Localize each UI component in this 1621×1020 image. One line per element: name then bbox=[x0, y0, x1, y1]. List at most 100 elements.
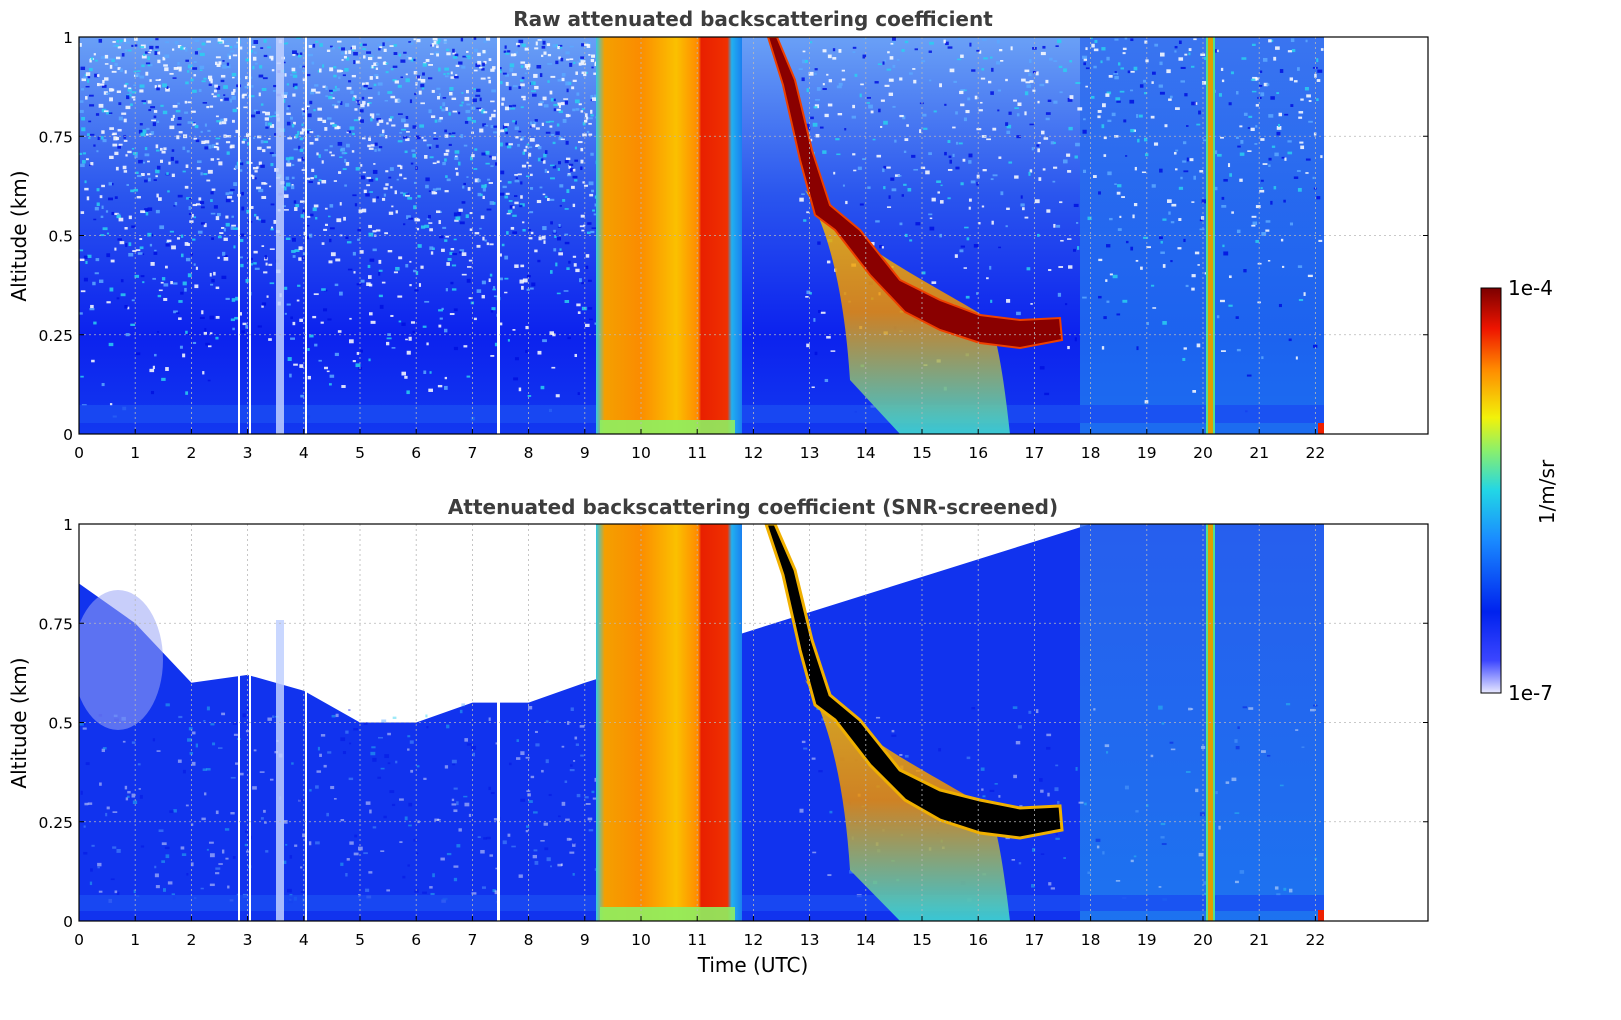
noise-pixel bbox=[567, 721, 570, 725]
panel1-x-axis: 0 1 2 3 4 5 6 7 8 9 10 11 12 13 14 15 16 17 18 19 20 21 22 bbox=[74, 429, 1325, 462]
noise-pixel bbox=[1239, 178, 1243, 182]
noise-pixel bbox=[455, 74, 458, 76]
x-tick-label: 7 bbox=[467, 931, 477, 949]
noise-pixel bbox=[957, 37, 961, 40]
noise-pixel bbox=[426, 342, 429, 346]
noise-pixel bbox=[91, 844, 95, 847]
noise-pixel bbox=[467, 266, 472, 268]
noise-pixel bbox=[424, 155, 428, 159]
noise-pixel bbox=[263, 809, 266, 813]
noise-pixel bbox=[139, 89, 144, 93]
noise-pixel bbox=[394, 80, 399, 84]
noise-pixel bbox=[136, 174, 142, 178]
noise-pixel bbox=[315, 216, 318, 220]
noise-pixel bbox=[963, 117, 967, 122]
noise-pixel bbox=[1096, 845, 1100, 849]
noise-pixel bbox=[939, 83, 942, 88]
noise-pixel bbox=[406, 390, 410, 395]
noise-pixel bbox=[312, 43, 316, 48]
noise-pixel bbox=[245, 133, 250, 138]
noise-pixel bbox=[1037, 142, 1041, 144]
noise-pixel bbox=[367, 103, 370, 107]
noise-pixel bbox=[353, 95, 357, 99]
noise-pixel bbox=[195, 139, 200, 143]
noise-pixel bbox=[986, 277, 989, 280]
noise-pixel bbox=[1097, 115, 1101, 119]
noise-pixel bbox=[818, 310, 821, 313]
noise-pixel bbox=[549, 125, 553, 128]
noise-pixel bbox=[849, 870, 854, 874]
noise-pixel bbox=[519, 279, 524, 284]
noise-pixel bbox=[260, 47, 264, 49]
noise-pixel bbox=[581, 229, 585, 232]
noise-pixel bbox=[353, 60, 356, 65]
noise-pixel bbox=[451, 264, 457, 267]
noise-pixel bbox=[1196, 123, 1201, 126]
noise-pixel bbox=[167, 881, 173, 885]
noise-pixel bbox=[210, 723, 215, 726]
noise-pixel bbox=[88, 68, 93, 72]
noise-pixel bbox=[128, 242, 132, 247]
noise-pixel bbox=[1093, 48, 1099, 52]
noise-pixel bbox=[990, 178, 994, 181]
noise-pixel bbox=[1174, 107, 1180, 110]
noise-pixel bbox=[265, 126, 269, 129]
noise-pixel bbox=[429, 53, 434, 55]
noise-pixel bbox=[521, 285, 524, 290]
noise-pixel bbox=[179, 345, 183, 349]
noise-pixel bbox=[144, 51, 150, 54]
noise-pixel bbox=[178, 317, 182, 320]
noise-pixel bbox=[592, 209, 595, 212]
noise-pixel bbox=[383, 193, 387, 197]
noise-pixel bbox=[591, 66, 594, 69]
noise-pixel bbox=[407, 748, 410, 751]
noise-pixel bbox=[131, 299, 135, 302]
noise-pixel bbox=[369, 258, 375, 262]
noise-pixel bbox=[376, 118, 381, 121]
noise-pixel bbox=[466, 278, 471, 283]
x-tick-label: 13 bbox=[800, 444, 820, 462]
noise-pixel bbox=[1032, 848, 1036, 852]
noise-pixel bbox=[580, 110, 584, 113]
noise-pixel bbox=[258, 161, 262, 165]
noise-pixel bbox=[141, 64, 145, 68]
noise-pixel bbox=[360, 279, 365, 283]
noise-pixel bbox=[233, 245, 236, 249]
noise-pixel bbox=[115, 45, 119, 47]
noise-pixel bbox=[80, 790, 83, 795]
noise-pixel bbox=[559, 184, 564, 188]
noise-pixel bbox=[93, 53, 96, 56]
noise-pixel bbox=[241, 94, 245, 99]
noise-pixel bbox=[811, 757, 816, 760]
noise-pixel bbox=[114, 247, 117, 251]
noise-pixel bbox=[1115, 97, 1121, 101]
noise-pixel bbox=[966, 756, 971, 760]
noise-pixel bbox=[108, 112, 113, 115]
y-tick-label: 0 bbox=[63, 913, 73, 931]
noise-pixel bbox=[131, 741, 136, 744]
noise-pixel bbox=[514, 53, 517, 56]
noise-pixel bbox=[87, 133, 90, 137]
noise-pixel bbox=[1093, 65, 1097, 69]
noise-pixel bbox=[134, 274, 139, 278]
noise-pixel bbox=[1083, 57, 1088, 61]
x-tick-label: 3 bbox=[243, 444, 253, 462]
noise-pixel bbox=[291, 250, 296, 253]
noise-pixel bbox=[436, 41, 440, 44]
noise-pixel bbox=[557, 102, 562, 106]
noise-pixel bbox=[522, 98, 526, 101]
noise-pixel bbox=[1241, 57, 1247, 60]
noise-pixel bbox=[1305, 158, 1311, 161]
noise-pixel bbox=[353, 728, 358, 731]
noise-pixel bbox=[1133, 203, 1138, 207]
x-tick-label: 10 bbox=[631, 444, 651, 462]
noise-pixel bbox=[259, 65, 263, 69]
noise-pixel bbox=[222, 251, 226, 256]
noise-pixel bbox=[408, 336, 412, 341]
noise-pixel bbox=[556, 108, 561, 111]
noise-pixel bbox=[582, 181, 586, 184]
noise-pixel bbox=[428, 109, 432, 114]
noise-pixel bbox=[156, 193, 159, 198]
noise-pixel bbox=[1162, 321, 1167, 325]
noise-pixel bbox=[177, 759, 182, 763]
